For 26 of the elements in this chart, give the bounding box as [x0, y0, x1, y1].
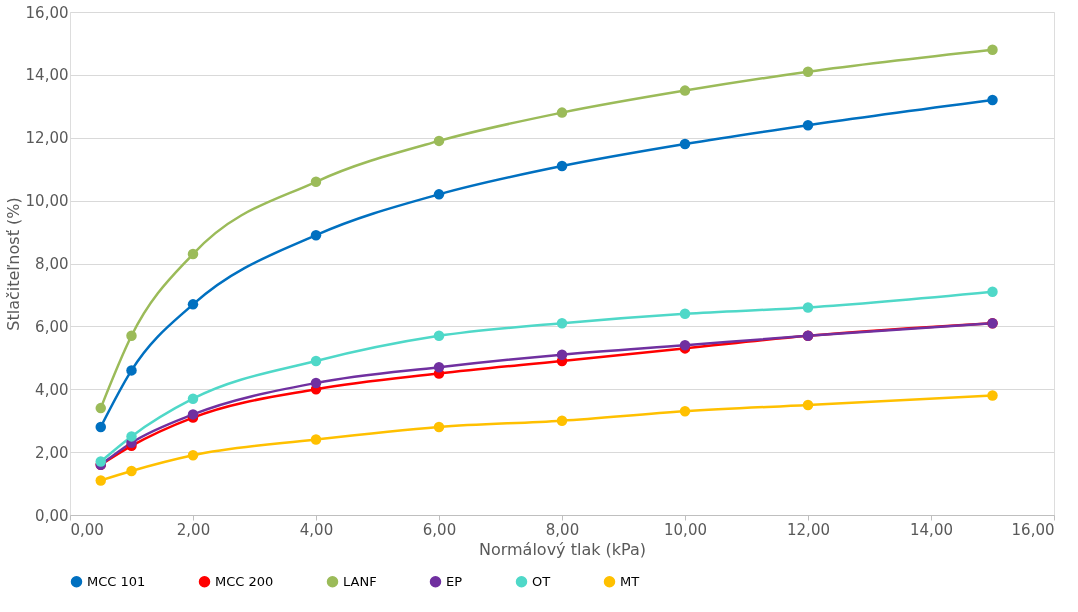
x-tick-label: 8,00: [545, 520, 580, 539]
legend-label: OT: [532, 573, 551, 589]
y-tick-label: 4,00: [35, 380, 69, 399]
y-tick-label: 12,00: [25, 129, 69, 148]
y-tick-label: 14,00: [25, 66, 69, 85]
y-tick-label: 0,00: [35, 506, 69, 525]
x-tick-label: 6,00: [422, 520, 457, 539]
x-tick-label: 14,00: [910, 520, 953, 539]
x-tick-label: 12,00: [787, 520, 830, 539]
y-axis-title: Stlačiteľnosť (%): [3, 197, 23, 331]
x-tick-label: 4,00: [299, 520, 334, 539]
y-tick-label: 6,00: [35, 317, 69, 336]
y-tick-label: 8,00: [35, 255, 69, 273]
legend-label: LANF: [343, 573, 377, 589]
y-tick-label: 10,00: [25, 192, 69, 211]
y-tick-label: 2,00: [35, 443, 69, 462]
x-axis-title: Normálový tlak (kPa): [478, 539, 647, 559]
x-tick-label: 2,00: [176, 520, 211, 539]
x-tick-label: 16,00: [1011, 520, 1055, 539]
legend-label: EP: [446, 573, 463, 589]
legend-label: MCC 200: [215, 573, 274, 589]
legend-label: MCC 101: [87, 573, 146, 589]
x-tick-label: 0,00: [70, 520, 104, 539]
y-tick-label: 16,00: [25, 3, 69, 22]
legend-label: MT: [620, 573, 640, 589]
x-tick-label: 10,00: [664, 520, 707, 539]
